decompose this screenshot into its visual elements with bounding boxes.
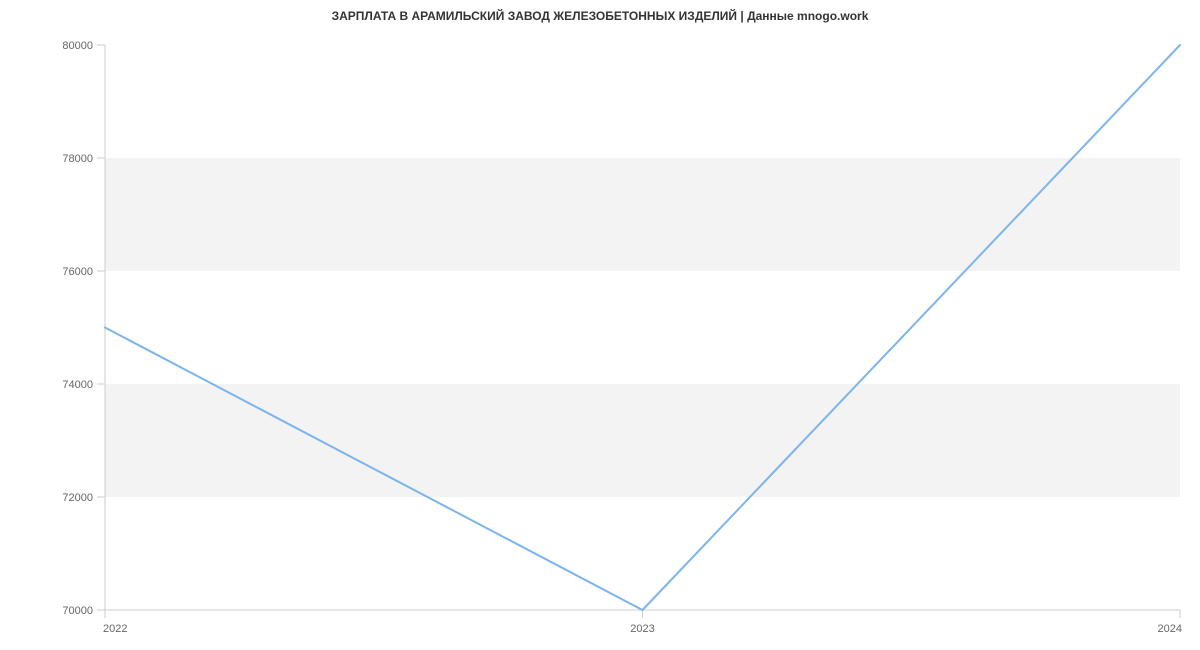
x-tick-label: 2023	[630, 623, 654, 635]
salary-line-chart: 70000 72000 74000 76000 78000 80000 2022 2023 20…	[0, 0, 1200, 650]
chart-title: ЗАРПЛАТА В АРАМИЛЬСКИЙ ЗАВОД ЖЕЛЕЗОБЕТОН…	[332, 8, 869, 23]
y-tick-label: 72000	[62, 492, 93, 504]
chart-svg: 70000 72000 74000 76000 78000 80000 2022 2023 20…	[0, 0, 1200, 650]
y-tick-label: 78000	[62, 153, 93, 165]
y-tick-label: 76000	[62, 266, 93, 278]
y-tick-label: 80000	[62, 40, 93, 52]
x-tick-label: 2022	[103, 623, 127, 635]
y-tick-label: 70000	[62, 605, 93, 617]
plot-band	[105, 384, 1180, 497]
y-tick-label: 74000	[62, 379, 93, 391]
x-tick-label: 2024	[1158, 623, 1182, 635]
